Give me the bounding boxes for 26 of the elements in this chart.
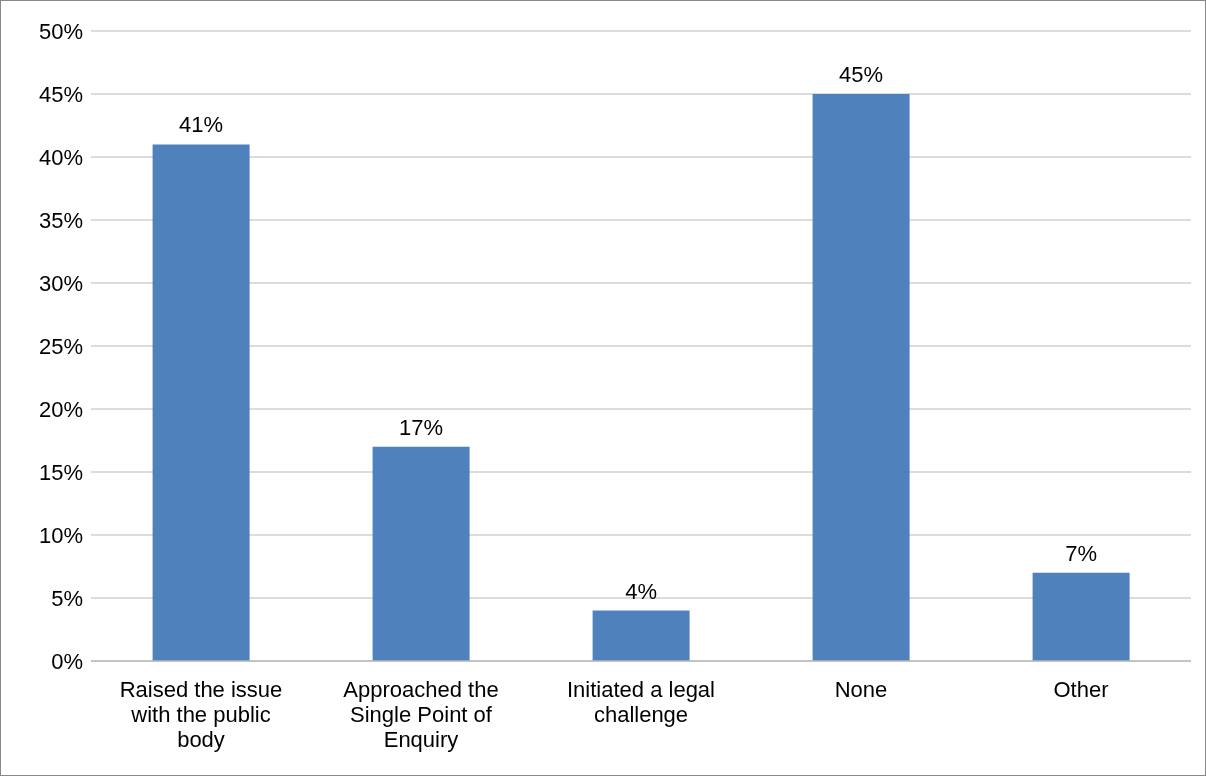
x-tick-label: Raised the issue with the public body bbox=[119, 676, 283, 753]
data-label: 45% bbox=[839, 62, 884, 87]
x-tick-label: Initiated a legal challenge bbox=[567, 676, 715, 728]
y-tick-label: 0% bbox=[51, 648, 83, 674]
data-label: 17% bbox=[399, 414, 444, 440]
y-tick-label: 25% bbox=[38, 333, 83, 359]
bar bbox=[152, 144, 250, 661]
data-label: 7% bbox=[1065, 540, 1097, 566]
y-tick-label: 15% bbox=[38, 459, 83, 485]
data-label: 4% bbox=[625, 578, 657, 604]
bar bbox=[812, 94, 910, 661]
y-tick-label: 40% bbox=[38, 144, 83, 170]
y-tick-label: 5% bbox=[51, 585, 83, 611]
bar bbox=[1032, 572, 1130, 661]
x-tick-label: Approached the Single Point of Enquiry bbox=[343, 676, 499, 753]
y-tick-label: 20% bbox=[38, 396, 83, 422]
y-tick-label: 10% bbox=[38, 522, 83, 548]
y-tick-label: 50% bbox=[38, 18, 83, 44]
y-tick-label: 35% bbox=[38, 207, 83, 233]
y-tick-label: 30% bbox=[38, 270, 83, 296]
bar bbox=[592, 610, 690, 661]
data-label: 41% bbox=[179, 112, 224, 138]
x-tick-label: Other bbox=[1053, 676, 1109, 702]
bar bbox=[372, 446, 470, 661]
y-tick-label: 45% bbox=[38, 81, 83, 107]
x-tick-label: None bbox=[834, 676, 888, 702]
